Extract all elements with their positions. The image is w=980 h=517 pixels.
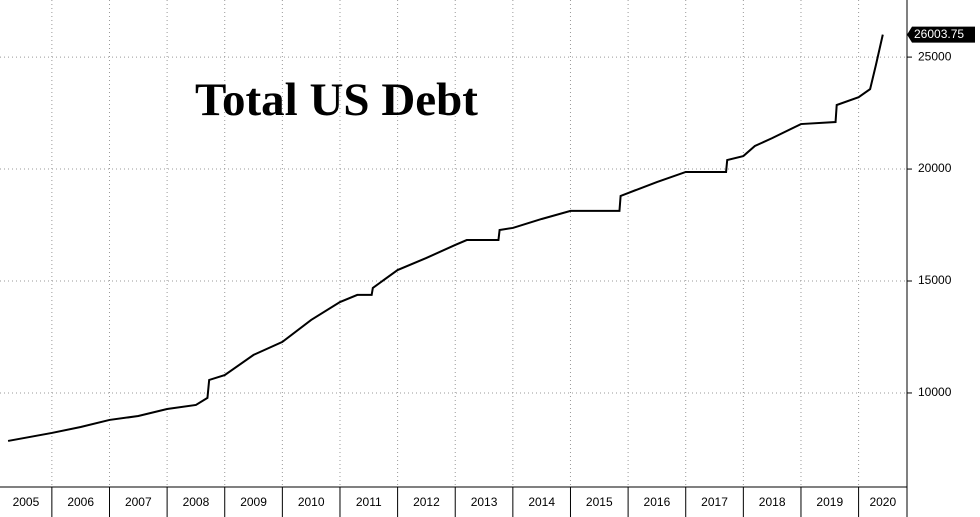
x-tick-label: 2017 bbox=[701, 495, 728, 509]
last-value-flag bbox=[907, 26, 975, 43]
x-tick-label: 2008 bbox=[183, 495, 210, 509]
x-tick-label: 2013 bbox=[471, 495, 498, 509]
chart-title: Total US Debt bbox=[195, 74, 478, 126]
y-tick-label: 15000 bbox=[918, 273, 952, 287]
x-tick-label: 2011 bbox=[356, 495, 382, 509]
x-tick-label: 2010 bbox=[298, 495, 325, 509]
plot-area bbox=[7, 34, 884, 442]
y-tick-label: 10000 bbox=[918, 385, 952, 399]
x-tick-label: 2006 bbox=[67, 495, 94, 509]
x-tick-label: 2019 bbox=[816, 495, 843, 509]
y-tick-label: 25000 bbox=[918, 49, 952, 63]
x-tick-label: 2012 bbox=[413, 495, 440, 509]
x-tick-label: 2020 bbox=[869, 495, 896, 509]
last-value-label: 26003.75 bbox=[914, 27, 964, 41]
x-tick-label: 2009 bbox=[240, 495, 267, 509]
x-tick-label: 2007 bbox=[125, 495, 152, 509]
x-tick-label: 2005 bbox=[13, 495, 40, 509]
x-tick-label: 2014 bbox=[528, 495, 555, 509]
y-tick-label: 20000 bbox=[918, 161, 952, 175]
x-tick-label: 2016 bbox=[644, 495, 671, 509]
x-tick-label: 2015 bbox=[586, 495, 613, 509]
series-line bbox=[7, 34, 884, 442]
x-tick-label: 2018 bbox=[759, 495, 786, 509]
